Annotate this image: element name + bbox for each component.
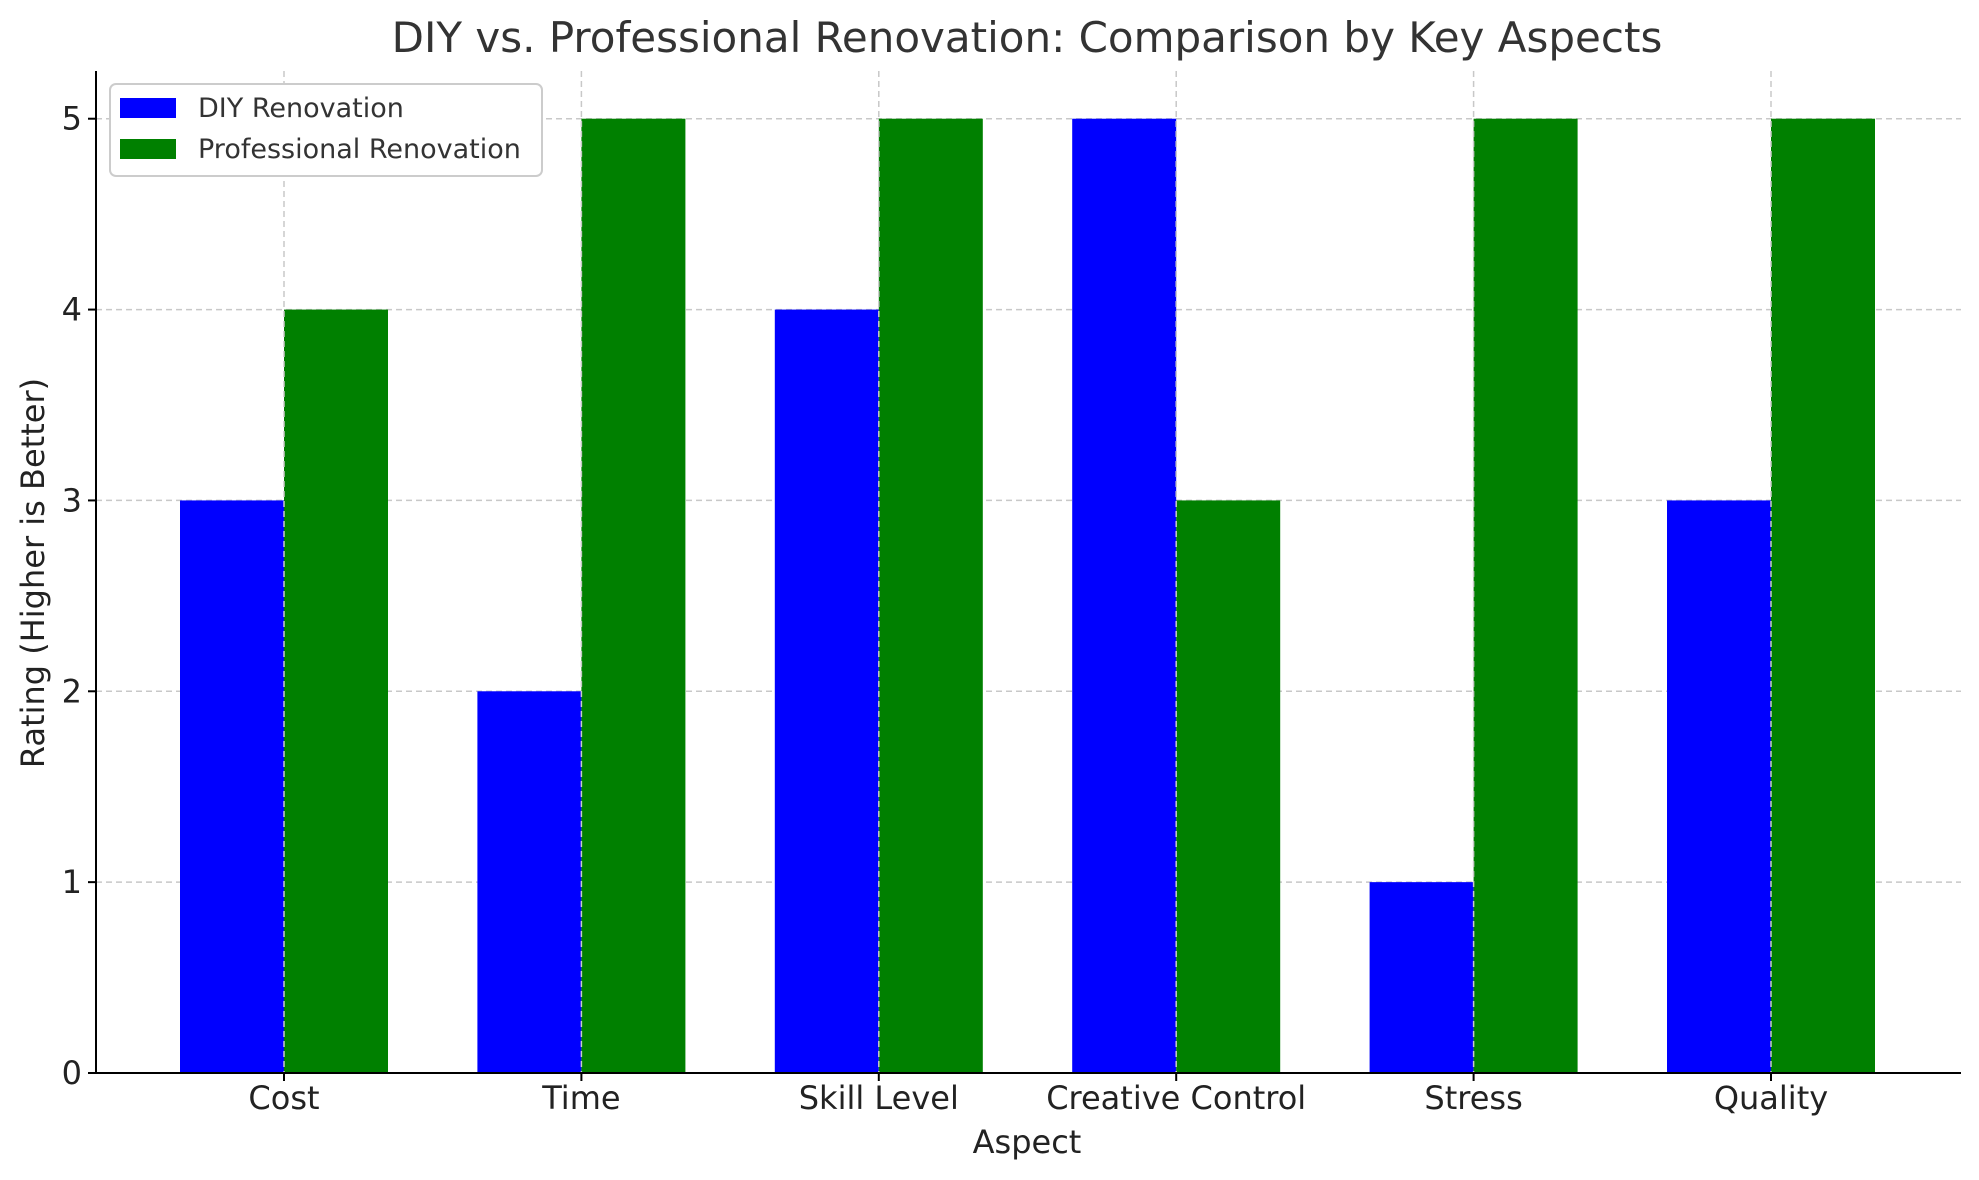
vertical-grid-lines [283,71,1772,1073]
x-axis-label: Aspect [973,1123,1082,1161]
x-tick-label: Time [541,1079,620,1117]
chart-title: DIY vs. Professional Renovation: Compari… [392,13,1663,62]
legend-frame [109,83,543,177]
y-tick-label: 3 [62,481,82,519]
bar-diy-time [477,691,582,1073]
bar-diy-stress [1369,882,1474,1073]
legend-label-professional: Professional Renovation [198,134,521,165]
x-tick-label: Creative Control [1046,1079,1306,1117]
y-tick-label: 0 [62,1054,82,1092]
bar-diy-skill-level [774,309,879,1074]
y-tick-label: 1 [62,863,82,901]
x-tick-label: Quality [1714,1079,1828,1117]
axes [88,71,1961,1081]
bar-professional-cost [284,309,388,1074]
legend-swatch-professional [120,139,176,159]
bar-diy-cost [180,500,284,1073]
x-tick-label: Stress [1424,1079,1522,1117]
bars [180,118,1875,1074]
bar-diy-creative-control [1072,118,1177,1073]
bar-professional-creative-control [1176,500,1281,1073]
y-tick-label: 5 [62,100,82,138]
bar-professional-stress [1473,118,1578,1073]
y-tick-label: 4 [62,291,82,329]
legend-swatch-diy [120,98,176,118]
y-tick-label: 2 [62,672,82,710]
bar-diy-quality [1667,500,1771,1073]
bar-professional-quality [1771,118,1875,1073]
tick-labels: 0 1 2 3 4 5 Cost Time Skill Level Creative Contro… [62,100,1829,1117]
x-tick-label: Cost [248,1079,319,1117]
legend: DIY Renovation Professional Renovation [109,83,543,177]
x-tick-label: Skill Level [799,1079,959,1117]
bar-professional-skill-level [878,118,983,1073]
legend-label-diy: DIY Renovation [198,93,404,124]
bar-professional-time [581,118,686,1073]
y-axis-label: Rating (Higher is Better) [14,378,52,768]
